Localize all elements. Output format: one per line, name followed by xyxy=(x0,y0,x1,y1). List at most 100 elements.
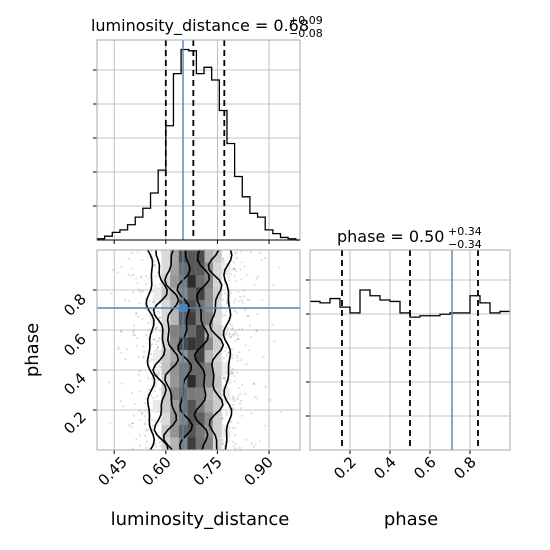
scatter-point xyxy=(240,298,243,301)
density-cell xyxy=(170,250,179,263)
density-cell xyxy=(161,337,171,350)
scatter-point xyxy=(132,329,135,332)
scatter-point xyxy=(222,314,225,317)
scatter-point xyxy=(108,381,111,384)
density-cell xyxy=(213,300,222,313)
scatter-point xyxy=(154,327,157,330)
density-cell xyxy=(195,350,205,363)
density-contour xyxy=(193,249,210,451)
scatter-point xyxy=(227,279,231,282)
scatter-point xyxy=(240,261,243,264)
scatter-point xyxy=(232,445,235,448)
scatter-point xyxy=(234,427,237,430)
scatter-point xyxy=(221,438,224,442)
scatter-point xyxy=(151,322,154,325)
scatter-point xyxy=(233,309,236,312)
scatter-point xyxy=(124,357,127,361)
scatter-point xyxy=(135,344,138,347)
scatter-point xyxy=(157,437,160,440)
scatter-point xyxy=(264,385,267,389)
scatter-point xyxy=(242,295,245,298)
ld-tick-label: 0.45 xyxy=(94,453,130,489)
ld-tick-label: 0.75 xyxy=(189,453,225,489)
scatter-point xyxy=(243,289,246,292)
density-cell xyxy=(161,300,171,313)
scatter-point xyxy=(233,268,236,271)
scatter-point xyxy=(131,251,134,254)
density-cell xyxy=(221,362,231,375)
density-cell xyxy=(213,337,222,350)
phase-x-tick-label: 0.4 xyxy=(370,453,400,483)
scatter-point xyxy=(224,346,228,349)
scatter-point xyxy=(152,396,155,400)
scatter-point xyxy=(145,429,148,432)
density-cell xyxy=(213,375,222,388)
scatter-point xyxy=(147,377,150,380)
scatter-point xyxy=(240,250,243,253)
joint-truth-marker xyxy=(179,304,188,312)
density-cell xyxy=(204,387,214,400)
y-axis-label-phase: phase xyxy=(22,323,43,377)
scatter-point xyxy=(138,302,141,305)
scatter-point xyxy=(235,251,238,254)
density-cell xyxy=(187,375,196,388)
scatter-point xyxy=(159,444,162,447)
scatter-point xyxy=(240,407,243,410)
scatter-point xyxy=(150,319,154,323)
scatter-point xyxy=(159,302,162,305)
scatter-point xyxy=(233,332,236,335)
density-cell xyxy=(204,375,214,388)
scatter-point xyxy=(236,338,239,341)
scatter-point xyxy=(148,359,151,362)
scatter-point xyxy=(233,399,237,402)
density-cell xyxy=(213,425,222,438)
scatter-point xyxy=(158,365,161,368)
scatter-point xyxy=(260,258,263,261)
scatter-point xyxy=(252,445,255,448)
scatter-point xyxy=(156,326,159,329)
scatter-point xyxy=(227,275,230,278)
scatter-point xyxy=(146,428,149,431)
scatter-point xyxy=(235,354,238,357)
scatter-point xyxy=(224,292,227,295)
scatter-point xyxy=(262,355,265,358)
scatter-point xyxy=(135,312,138,315)
scatter-point xyxy=(120,351,123,354)
density-cell xyxy=(161,400,171,413)
scatter-point xyxy=(222,442,225,445)
scatter-point xyxy=(237,334,240,337)
density-cell xyxy=(195,425,205,438)
scatter-point xyxy=(153,264,157,268)
density-cell xyxy=(204,337,214,350)
phase-x-tick-label: 0.8 xyxy=(450,453,480,483)
scatter-point xyxy=(231,333,234,336)
scatter-point xyxy=(157,340,160,343)
scatter-point xyxy=(140,275,143,278)
scatter-point xyxy=(143,350,146,353)
scatter-point xyxy=(264,257,267,260)
phase-y-tick-label: 0.8 xyxy=(60,290,90,320)
scatter-point xyxy=(224,314,227,317)
scatter-point xyxy=(154,327,157,330)
scatter-point xyxy=(155,373,158,376)
scatter-point xyxy=(153,390,156,393)
density-cell xyxy=(213,275,222,288)
scatter-point xyxy=(131,447,134,450)
scatter-point xyxy=(234,298,237,301)
scatter-point xyxy=(225,413,228,416)
scatter-point xyxy=(246,315,249,318)
density-cell xyxy=(170,350,179,363)
scatter-point xyxy=(159,329,162,332)
scatter-point xyxy=(221,325,224,328)
scatter-point xyxy=(234,330,237,333)
density-cell xyxy=(195,275,205,288)
scatter-point xyxy=(221,258,224,261)
phase-y-tick-label: 0.2 xyxy=(60,408,90,438)
scatter-point xyxy=(139,276,142,279)
phase-title-sup: +0.34 xyxy=(448,225,482,238)
scatter-point xyxy=(153,259,156,262)
scatter-point xyxy=(120,265,123,268)
scatter-point xyxy=(236,359,239,362)
scatter-point xyxy=(255,329,258,332)
density-cell xyxy=(213,362,222,375)
